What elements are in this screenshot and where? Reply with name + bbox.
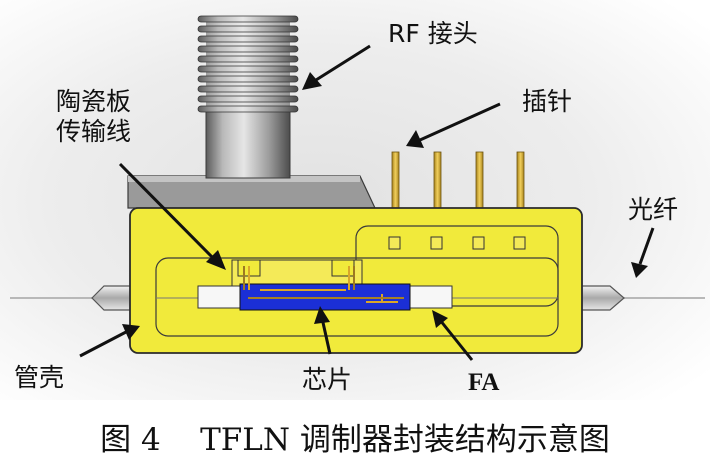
pins-arrow	[419, 102, 501, 142]
fa-arrow	[438, 319, 474, 361]
label-fa: FA	[468, 369, 499, 396]
thread-ridge	[197, 45, 299, 53]
pin-pad	[388, 236, 401, 250]
fa-block-right	[407, 285, 453, 309]
thread-ridge	[197, 65, 299, 73]
label-ceramic-line-2: 传输线	[56, 117, 131, 146]
rf-connector-thread	[197, 15, 299, 113]
label-pins: 插针	[522, 87, 572, 116]
thread-ridge	[197, 35, 299, 43]
label-housing: 管壳	[14, 363, 64, 392]
arrows	[79, 44, 655, 361]
rf-connector-flange-top	[128, 176, 360, 182]
rf-connector-arrowhead	[302, 72, 322, 90]
chip-electrode-outline	[243, 266, 404, 299]
thread-ridge	[197, 75, 299, 83]
rf-connector-arrow	[315, 44, 371, 82]
figure-caption: 图 4 TFLN 调制器封装结构示意图	[100, 422, 610, 458]
pin	[391, 151, 400, 211]
fiber-arrow	[638, 227, 655, 265]
label-fiber: 光纤	[628, 195, 678, 224]
chip-arrow	[320, 317, 332, 355]
thread-ridge	[197, 15, 299, 23]
pin	[516, 151, 525, 211]
thread-ridge	[197, 55, 299, 63]
fa-arrowhead	[432, 310, 448, 328]
housing-arrowhead	[122, 324, 140, 340]
ceramic-notch	[331, 259, 355, 277]
housing-arrow	[79, 330, 127, 358]
thread-ridge	[197, 105, 299, 113]
fiber-arrowhead	[631, 262, 648, 278]
ceramic-line-arrowhead	[206, 250, 226, 270]
pin	[475, 151, 484, 211]
pin	[433, 151, 442, 211]
chip-arrowhead	[314, 306, 330, 324]
thread-ridge	[197, 25, 299, 33]
pins-arrowhead	[406, 130, 424, 148]
thread-ridge	[197, 95, 299, 103]
pin-pad	[513, 236, 526, 250]
pin-pads	[388, 236, 526, 250]
label-chip: 芯片	[302, 365, 352, 394]
fa-block-left	[197, 285, 243, 309]
label-rf-connector: RF 接头	[388, 19, 478, 48]
ceramic-line-arrow	[118, 162, 217, 262]
pin-pad	[430, 236, 443, 250]
pin-pad	[472, 236, 485, 250]
label-ceramic-line-1: 陶瓷板	[56, 87, 131, 116]
rf-connector-body	[205, 107, 291, 179]
thread-ridge	[197, 85, 299, 93]
